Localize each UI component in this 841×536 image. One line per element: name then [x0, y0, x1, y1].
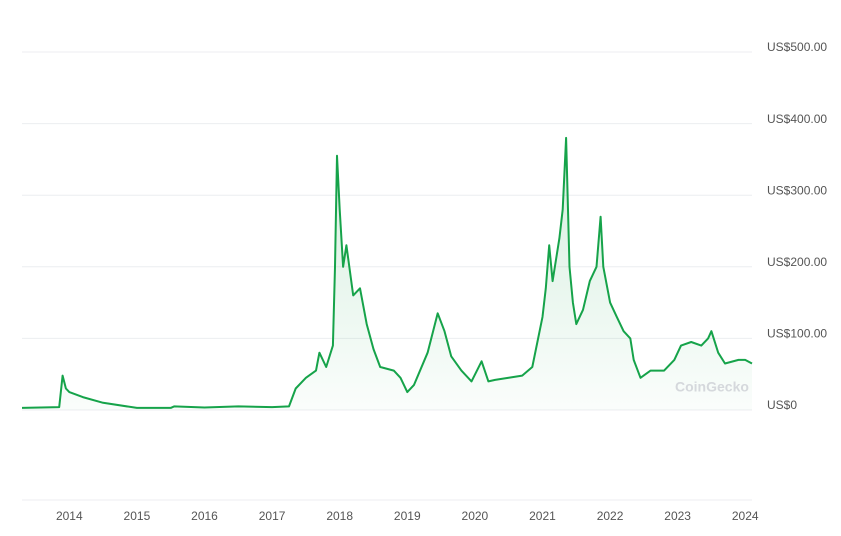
- y-tick-label: US$300.00: [767, 183, 827, 197]
- y-tick-label: US$200.00: [767, 255, 827, 269]
- y-tick-label: US$500.00: [767, 40, 827, 54]
- x-tick-label: 2017: [259, 509, 286, 523]
- x-tick-label: 2022: [597, 509, 624, 523]
- price-line: [21, 136, 753, 409]
- x-tick-label: 2014: [56, 509, 83, 523]
- watermark: CoinGecko: [675, 379, 749, 395]
- x-tick-label: 2024: [732, 509, 759, 523]
- price-area: [22, 137, 752, 410]
- x-tick-label: 2021: [529, 509, 556, 523]
- x-tick-label: 2018: [326, 509, 353, 523]
- x-tick-label: 2020: [462, 509, 489, 523]
- x-tick-label: 2019: [394, 509, 421, 523]
- y-tick-label: US$100.00: [767, 327, 827, 341]
- y-tick-label: US$400.00: [767, 112, 827, 126]
- x-tick-label: 2016: [191, 509, 218, 523]
- x-tick-label: 2023: [664, 509, 691, 523]
- x-tick-label: 2015: [124, 509, 151, 523]
- y-tick-label: US$0: [767, 398, 797, 412]
